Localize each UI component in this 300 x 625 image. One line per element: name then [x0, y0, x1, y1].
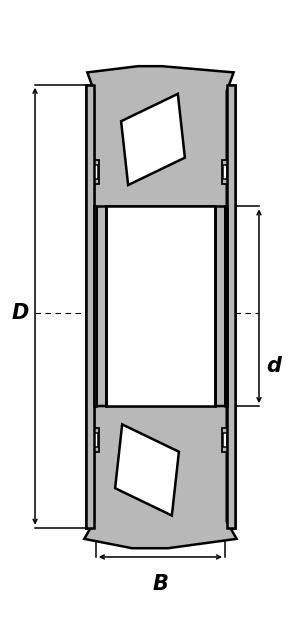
- Polygon shape: [92, 161, 99, 184]
- Polygon shape: [223, 434, 227, 447]
- Polygon shape: [223, 166, 227, 179]
- Polygon shape: [86, 85, 94, 528]
- Polygon shape: [94, 206, 96, 406]
- Polygon shape: [225, 206, 226, 406]
- Bar: [115, 424, 179, 516]
- Polygon shape: [94, 206, 96, 406]
- Polygon shape: [94, 434, 98, 447]
- Polygon shape: [106, 206, 215, 406]
- Polygon shape: [222, 161, 229, 184]
- Polygon shape: [94, 166, 98, 179]
- Polygon shape: [87, 66, 234, 206]
- Polygon shape: [86, 85, 94, 528]
- Polygon shape: [227, 85, 235, 528]
- Bar: [121, 94, 185, 185]
- Polygon shape: [96, 85, 225, 528]
- Text: d: d: [266, 356, 281, 376]
- Polygon shape: [222, 429, 229, 452]
- Polygon shape: [84, 406, 237, 548]
- Text: B: B: [152, 574, 168, 594]
- Text: D: D: [11, 302, 29, 322]
- Polygon shape: [227, 85, 235, 528]
- Polygon shape: [106, 85, 215, 528]
- Polygon shape: [92, 429, 99, 452]
- Polygon shape: [225, 206, 227, 406]
- Polygon shape: [94, 85, 227, 528]
